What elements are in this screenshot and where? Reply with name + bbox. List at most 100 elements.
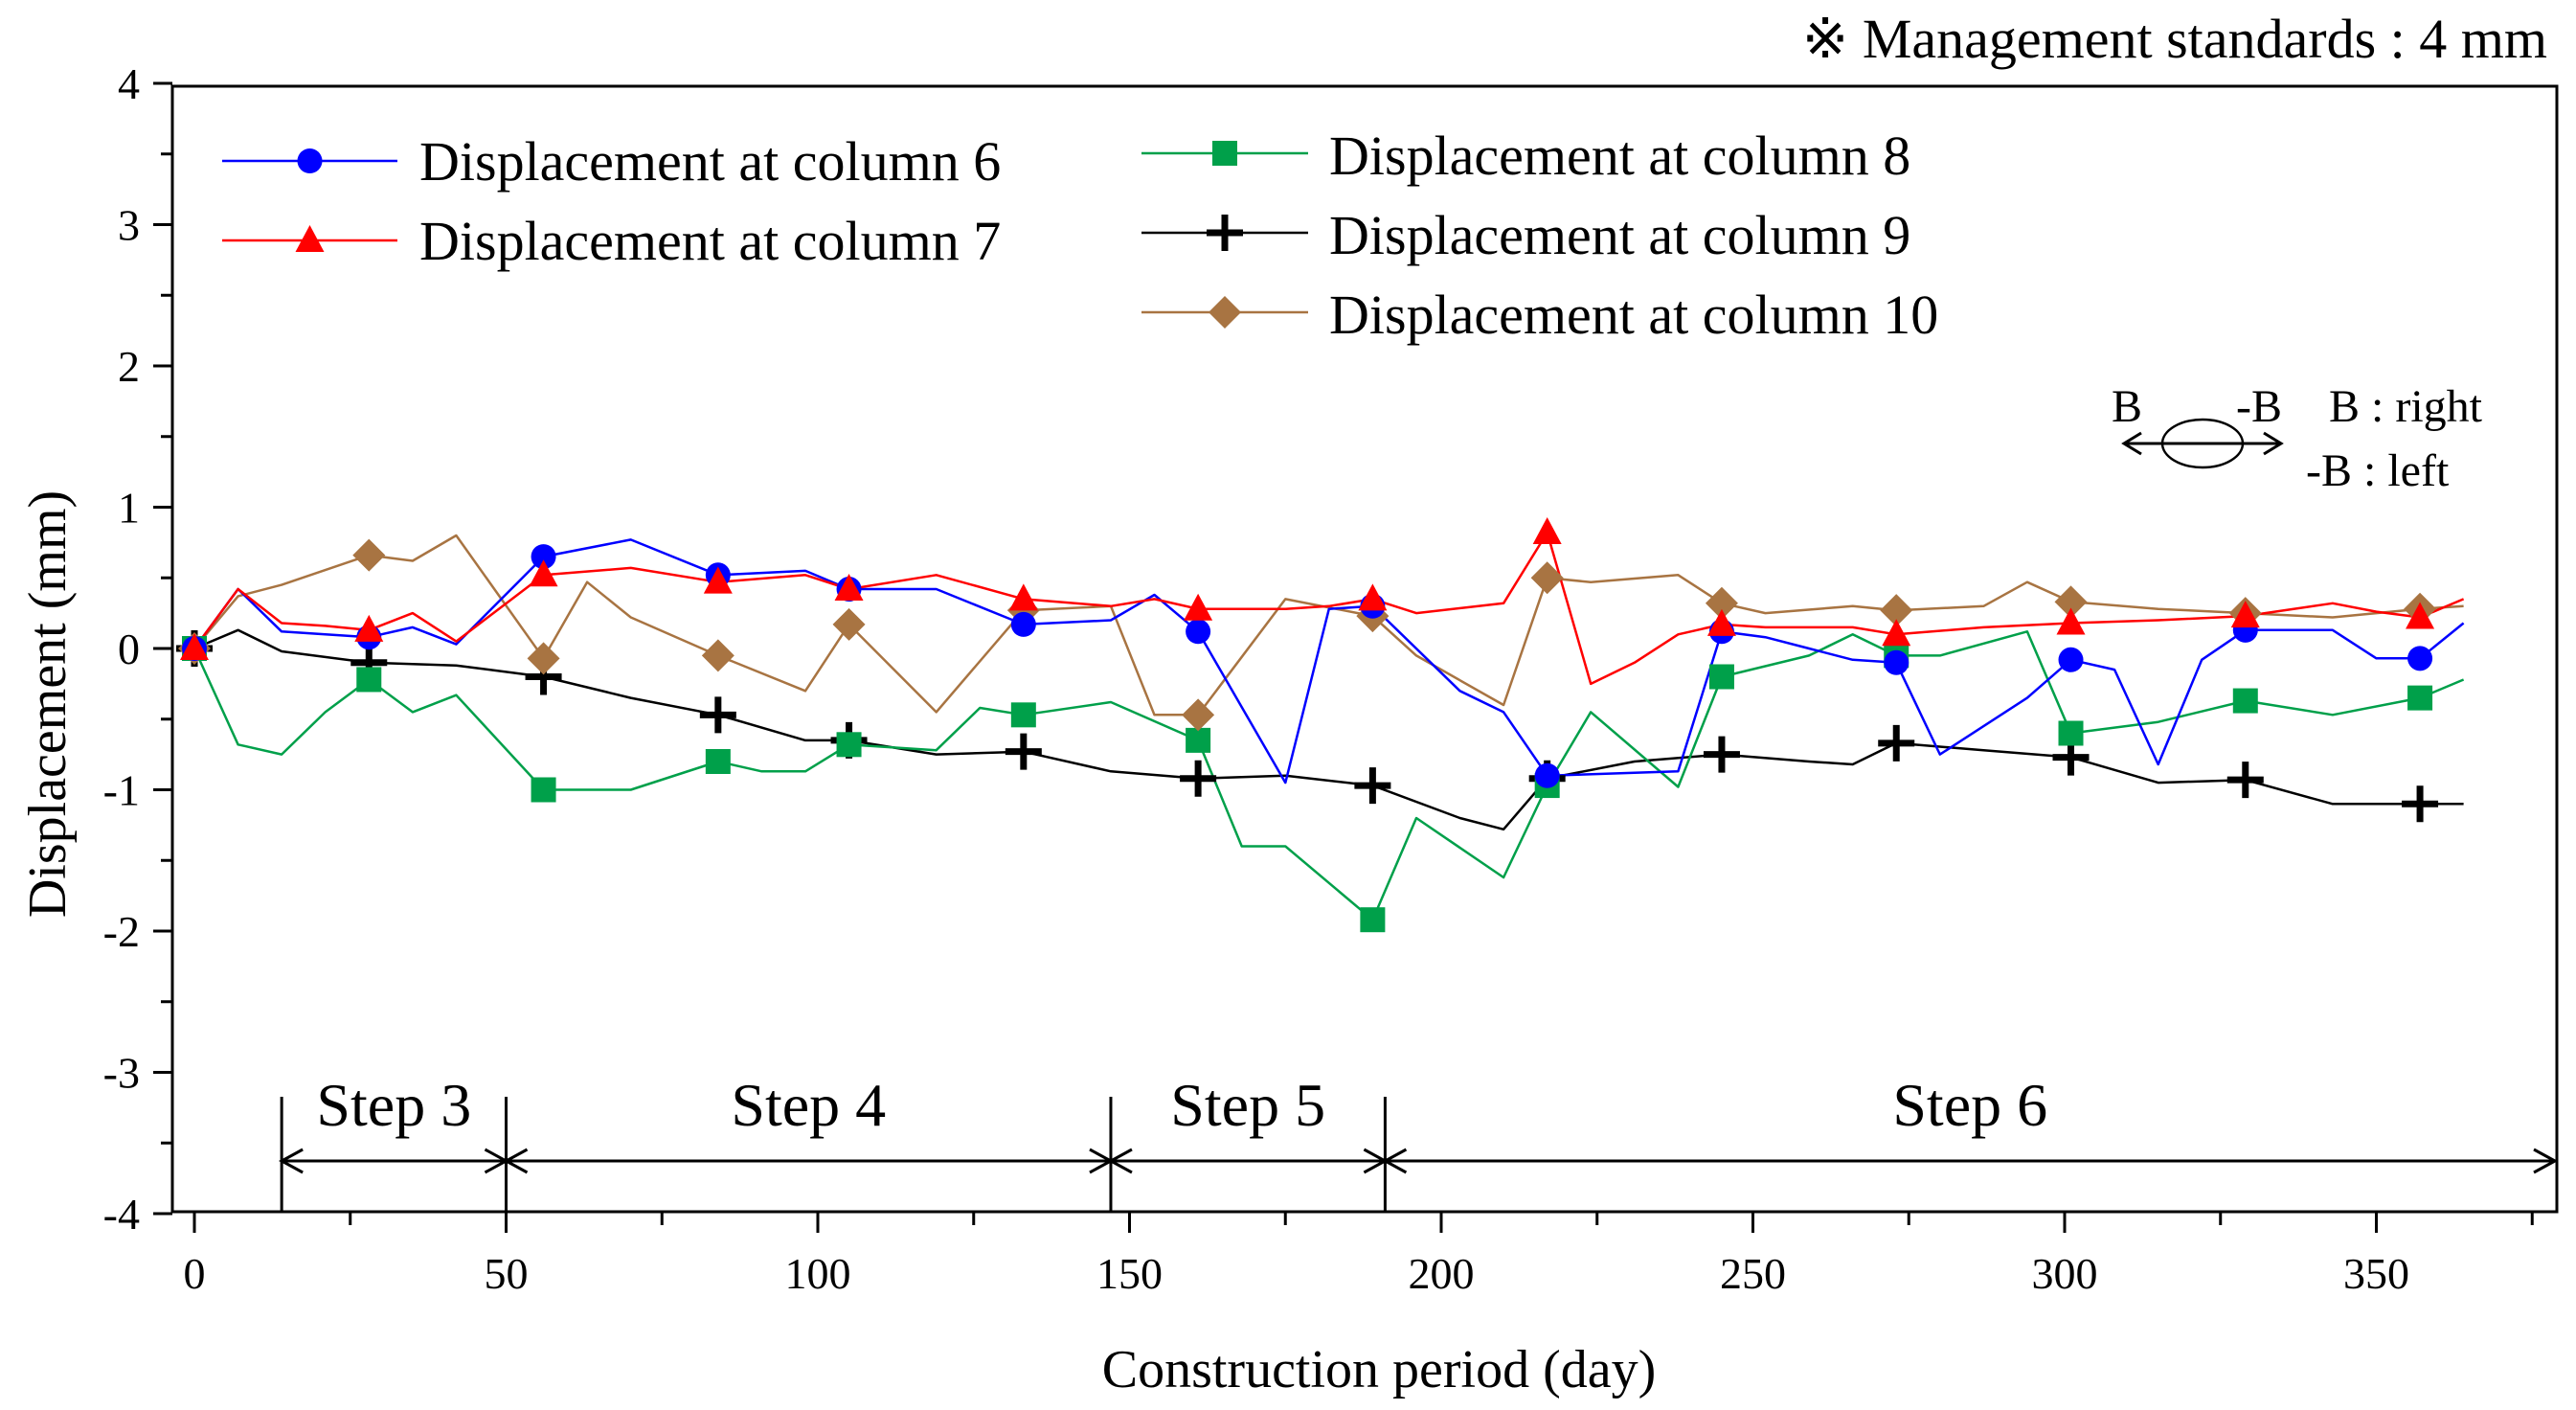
x-tick-label: 200 [1409,1249,1475,1298]
step-label: Step 5 [1170,1071,1325,1139]
series-marker-8 [1360,907,1386,933]
series-marker-6 [2058,647,2084,672]
step-label: Step 4 [731,1071,886,1139]
step-label: Step 3 [316,1071,471,1139]
series-marker-10 [1182,698,1215,732]
series-marker-7 [2230,601,2260,628]
series-marker-9 [1005,733,1042,770]
direction-left-note: -B : left [2306,445,2450,496]
x-tick-label: 150 [1096,1249,1163,1298]
direction-arrow-left-icon [2121,431,2142,456]
series-marker-8 [356,667,382,693]
y-tick-label: 4 [118,59,140,108]
y-axis-title: Displacement (mm) [18,490,78,918]
series-marker-7 [529,559,558,587]
legend-marker [1209,296,1241,329]
y-tick-label: -2 [103,907,140,956]
legend-label: Displacement at column 10 [1329,284,1938,346]
x-tick-label: 0 [184,1249,206,1298]
series-marker-7 [703,566,733,594]
tick-labels: 0 50 100 150 200 250 300 350 4 3 2 1 0 -1 -2 -3 -4 [103,59,2409,1298]
series-marker-10 [1705,586,1738,620]
series-marker-10 [2054,585,2088,619]
series-marker-8 [2058,720,2084,746]
legend-marker [1207,215,1243,251]
legend-marker [295,225,325,252]
series-line-10 [193,534,2464,716]
direction-b-label: B [2112,381,2142,432]
step-label: Step 6 [1892,1071,2047,1139]
y-tick-label: 3 [118,201,140,250]
legend-marker [1212,141,1237,166]
series-marker-8 [836,732,862,758]
series-marker-9 [1180,760,1217,797]
series-marker-8 [531,777,556,803]
series-marker-7 [1706,608,1736,636]
axis-ticks [153,81,2534,1233]
series-marker-9 [1354,767,1391,805]
series-marker-8 [1186,727,1211,753]
x-tick-label: 350 [2343,1249,2409,1298]
y-tick-label: 0 [118,625,140,673]
series-marker-6 [531,544,556,570]
series-line-6 [192,538,2465,785]
legend: Displacement at column 6 Displacement at … [222,125,1938,346]
series-marker-7 [1532,517,1562,545]
series-marker-8 [1708,664,1734,690]
x-tick-label: 300 [2032,1249,2098,1298]
series-marker-7 [1882,619,1911,647]
step-arrow-head-right [2533,1148,2559,1174]
series-marker-6 [1884,649,1909,675]
legend-marker [297,148,323,173]
series-marker-10 [832,607,866,641]
series-marker-8 [705,749,731,774]
x-axis-title: Construction period (day) [1102,1340,1657,1399]
y-tick-label: -1 [103,766,140,815]
legend-label: Displacement at column 9 [1329,204,1910,266]
series-marker-7 [2056,607,2086,635]
y-tick-label: -4 [103,1190,140,1239]
series-marker-10 [1530,561,1564,595]
series-marker-10 [527,642,560,675]
series-marker-9 [2402,785,2439,823]
series-marker-7 [2406,602,2435,629]
series-marker-10 [1880,594,1913,627]
series-marker-7 [1358,583,1388,611]
series-markers [176,517,2439,933]
management-note: ※ Management standards : 4 mm [1802,8,2547,70]
series-marker-7 [834,574,864,602]
series-marker-9 [2226,762,2264,799]
series-marker-6 [1186,619,1211,645]
series-marker-6 [1534,762,1560,788]
series-line-8 [192,630,2465,921]
series-marker-8 [2407,685,2433,711]
x-tick-label: 100 [785,1249,851,1298]
direction-minus-b-label: -B [2236,381,2282,432]
y-tick-label: 1 [118,484,140,533]
y-tick-label: 2 [118,342,140,391]
direction-indicator: B -B B : right -B : left [2112,381,2483,496]
legend-label: Displacement at column 8 [1329,125,1910,187]
series-marker-9 [699,696,736,734]
series-marker-6 [2407,646,2433,671]
series-marker-7 [354,614,384,642]
y-tick-label: -3 [103,1049,140,1098]
series-marker-8 [2232,688,2258,714]
series-marker-7 [180,633,209,660]
series-marker-8 [1010,702,1036,728]
series-marker-7 [1184,593,1213,621]
series-marker-10 [701,639,734,672]
series-marker-6 [1010,611,1036,637]
series-marker-7 [1008,583,1038,611]
series-lines [192,531,2465,921]
series-line-7 [192,531,2465,686]
series-marker-9 [1703,736,1740,773]
x-tick-label: 50 [485,1249,529,1298]
legend-label: Displacement at column 7 [419,210,1001,272]
construction-steps: Step 3 Step 4 Step 5 Step 6 [279,1071,2559,1212]
legend-label: Displacement at column 6 [419,130,1001,193]
direction-right-note: B : right [2329,381,2483,432]
series-marker-10 [352,538,386,572]
x-tick-label: 250 [1720,1249,1786,1298]
